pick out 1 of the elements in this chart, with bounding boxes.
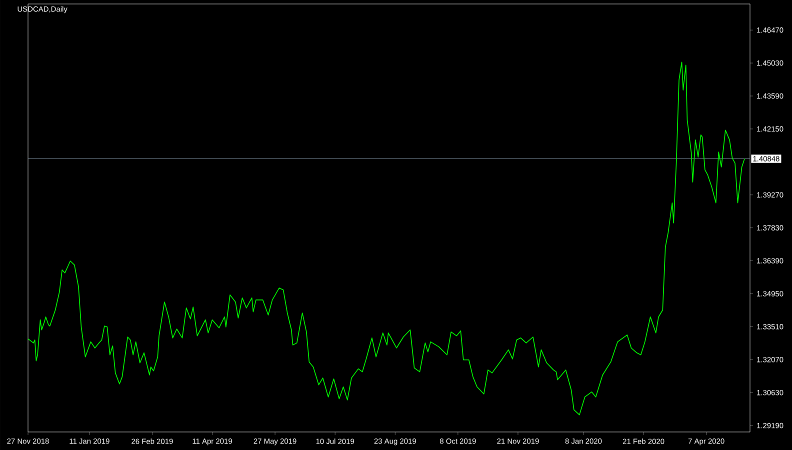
line-series: [28, 62, 745, 416]
